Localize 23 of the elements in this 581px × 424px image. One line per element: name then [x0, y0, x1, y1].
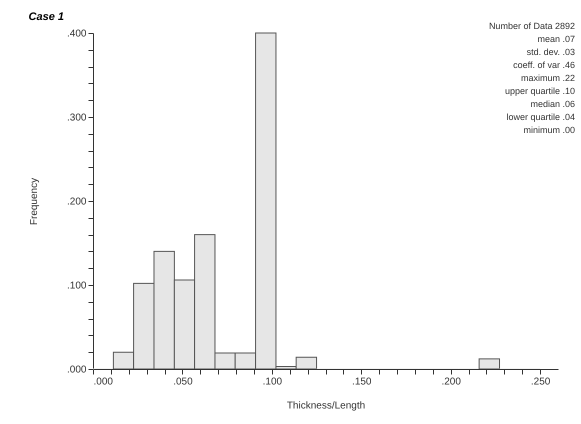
annotation: minimum .00 [522, 124, 575, 137]
y-tick-label: .400 [67, 28, 87, 40]
text: Number of Data 2892 [488, 20, 575, 33]
x-tick-label: .250 [530, 376, 551, 388]
y-tick-label: .200 [67, 196, 87, 208]
x-tick-label: .100 [262, 376, 283, 388]
x-tick-label: .050 [173, 376, 194, 388]
annotation: mean .07 [536, 33, 575, 46]
chart-title: Case 1 [28, 11, 64, 23]
x-axis-title: Thickness/Length [286, 400, 366, 412]
annotation: coeff. of var .46 [512, 59, 575, 72]
y-tick-label: .100 [67, 280, 87, 292]
y-tick-label: .000 [67, 364, 87, 376]
annotation: upper quartile .10 [504, 85, 575, 98]
annotation: std. dev. .03 [526, 46, 575, 59]
x-tick-label: .150 [352, 376, 372, 388]
x-tick-label: .200 [441, 376, 462, 388]
y-tick-label: .300 [67, 112, 87, 124]
y-axis-title: Frequency [29, 178, 40, 226]
x-tick-label: .000 [94, 376, 114, 388]
annotation: maximum .22 [520, 72, 575, 85]
annotation: median .06 [529, 98, 575, 111]
annotation: lower quartile .04 [505, 111, 575, 124]
